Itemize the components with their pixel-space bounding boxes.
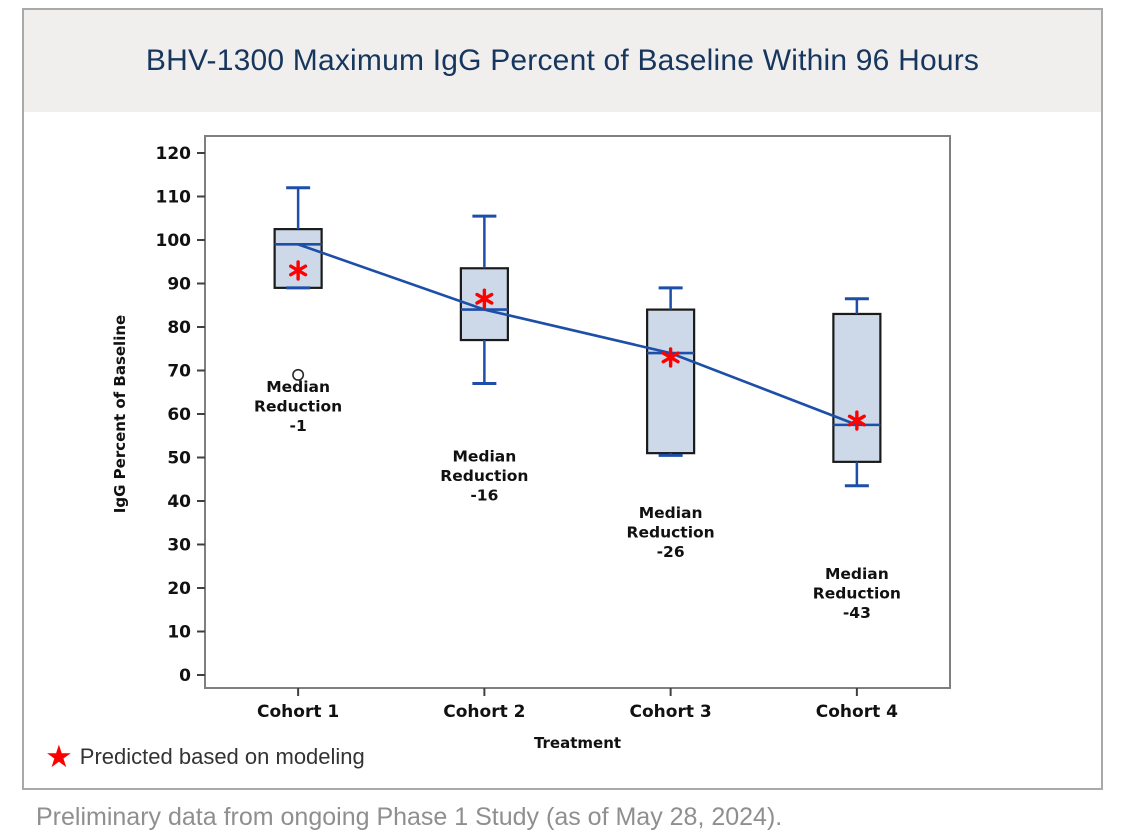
- chart-title: BHV-1300 Maximum IgG Percent of Baseline…: [145, 44, 980, 77]
- median-reduction-annotation: Median Reduction -1: [254, 378, 342, 435]
- predicted-star-marker: [847, 410, 866, 431]
- star-arm: [661, 351, 680, 364]
- y-tick-label: 0: [179, 666, 191, 686]
- y-tick-label: 40: [167, 492, 191, 512]
- star-icon: ★: [45, 739, 73, 774]
- x-tick-label: Cohort 1: [257, 702, 339, 722]
- boxplot-box-3: [646, 308, 696, 455]
- y-tick-label: 90: [167, 275, 191, 295]
- y-tick-label: 50: [167, 449, 191, 469]
- legend-label: Predicted based on modeling: [79, 743, 365, 769]
- y-tick-label: 10: [167, 623, 191, 643]
- x-tick-label: Cohort 4: [816, 702, 898, 722]
- median-reduction-annotation: Median Reduction -26: [627, 504, 715, 561]
- legend: ★ Predicted based on modeling: [45, 741, 365, 772]
- star-arm: [475, 292, 494, 305]
- star-arm: [289, 264, 308, 277]
- star-arm: [847, 414, 866, 427]
- y-tick-label: 70: [167, 362, 191, 382]
- y-tick-label: 110: [156, 188, 192, 208]
- y-tick-label: 30: [167, 536, 191, 556]
- predicted-star-marker: [475, 288, 494, 309]
- y-tick-label: 20: [167, 579, 191, 599]
- plot-frame: [204, 135, 951, 689]
- outlier-marker: [292, 368, 305, 381]
- boxplot-box-4: [832, 312, 882, 463]
- predicted-star-marker: [661, 347, 680, 368]
- median-reduction-annotation: Median Reduction -43: [813, 565, 901, 622]
- median-trend-line: [297, 243, 858, 427]
- predicted-star-marker: [289, 260, 308, 281]
- x-tick-label: Cohort 3: [630, 702, 712, 722]
- y-tick-label: 60: [167, 405, 191, 425]
- title-band: BHV-1300 Maximum IgG Percent of Baseline…: [24, 10, 1101, 112]
- chart-panel: BHV-1300 Maximum IgG Percent of Baseline…: [22, 8, 1103, 790]
- median-reduction-annotation: Median Reduction -16: [440, 447, 528, 504]
- y-axis-title: IgG Percent of Baseline: [111, 315, 129, 513]
- x-tick-label: Cohort 2: [443, 702, 525, 722]
- x-axis-title: Treatment: [534, 734, 621, 752]
- y-tick-label: 100: [156, 231, 192, 251]
- footnote: Preliminary data from ongoing Phase 1 St…: [36, 803, 783, 831]
- y-tick-label: 80: [167, 318, 191, 338]
- y-tick-label: 120: [156, 144, 192, 164]
